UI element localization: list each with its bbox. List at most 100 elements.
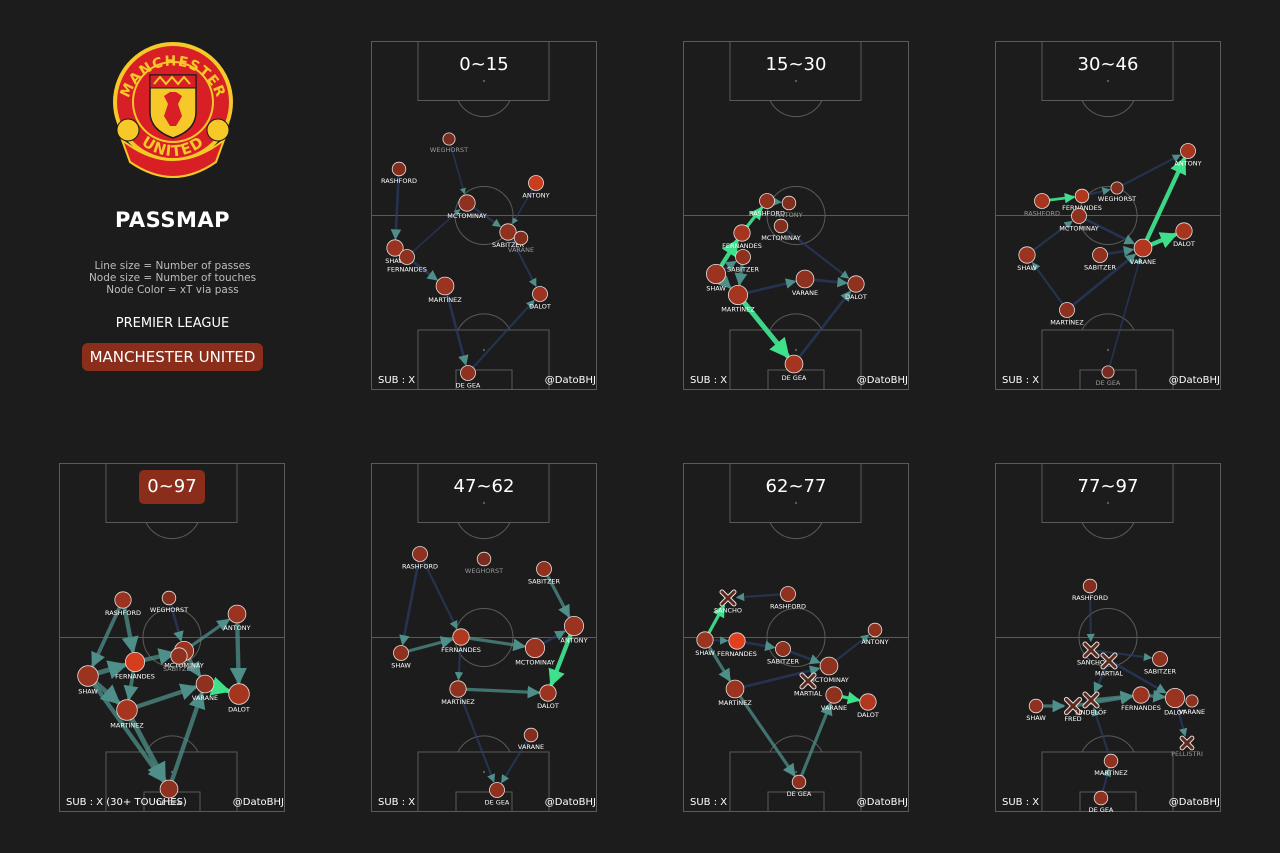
player-node-de-gea bbox=[1101, 365, 1115, 379]
player-node-rashford bbox=[114, 591, 132, 609]
player-node-weghorst bbox=[476, 551, 492, 567]
player-label-shaw: SHAW bbox=[695, 649, 715, 657]
pass-edge-fernandes-to-mctominay bbox=[459, 635, 527, 652]
pitch-markings bbox=[371, 463, 597, 812]
player-node-mctominay bbox=[819, 656, 839, 676]
player-node-antony bbox=[563, 615, 584, 636]
player-node-fernandes bbox=[733, 224, 751, 242]
player-node-shaw bbox=[1028, 698, 1044, 714]
player-label-sancho: SANCHO bbox=[1077, 659, 1105, 667]
sub-note: SUB : X bbox=[378, 375, 415, 386]
player-node-mctominay bbox=[524, 637, 545, 658]
player-label-sabitzer: SABITZER bbox=[727, 266, 760, 274]
player-label-shaw: SHAW bbox=[1017, 264, 1037, 272]
pitch-0-97: 0~97 RASHFORD WEGHORST ANTONY MCTOMINAYSABIT… bbox=[59, 463, 285, 812]
player-label-antony: ANTONY bbox=[861, 638, 888, 646]
page-title: PASSMAP bbox=[114, 208, 231, 232]
pass-edge-martinez-to-mctominay bbox=[733, 665, 821, 691]
player-node-martinez bbox=[728, 284, 749, 305]
pass-edge-martinez-to-de-gea bbox=[443, 284, 469, 366]
player-node-varane bbox=[195, 674, 215, 694]
pass-edge-martinez-to-de-gea bbox=[456, 687, 496, 783]
player-label-martinez: MARTÍNEZ bbox=[1050, 318, 1084, 327]
player-node-fernandes bbox=[1132, 686, 1150, 704]
manchester-united-crest-logo: MANCHESTER UNITED bbox=[112, 42, 233, 178]
player-label-de-gea: DE GEA bbox=[157, 799, 182, 807]
player-node-shaw bbox=[77, 665, 99, 687]
player-node-fernandes bbox=[1074, 188, 1090, 204]
player-label-dalot: DALOT bbox=[537, 702, 559, 710]
player-label-antony: ANTONY bbox=[223, 624, 250, 632]
player-label-martinez: MARTÍNEZ bbox=[721, 305, 755, 314]
pass-edge-martinez-to-de-gea bbox=[733, 687, 796, 777]
player-label-antony: ANTONY bbox=[1174, 160, 1201, 168]
player-label-rashford: RASHFORD bbox=[749, 210, 785, 218]
player-node-fernandes bbox=[125, 651, 146, 672]
player-label-fernandes: FERNANDES bbox=[441, 646, 481, 654]
player-node-antony bbox=[781, 195, 797, 211]
player-label-rashford: RASHFORD bbox=[402, 563, 438, 571]
player-label-mctominay: MCTOMINAY bbox=[1059, 225, 1099, 233]
player-node-fernandes bbox=[452, 628, 470, 646]
pass-edge-martinez-to-varane bbox=[124, 683, 198, 713]
player-label-de-gea: DE GEA bbox=[1089, 806, 1114, 814]
pass-edge-lindelof-to-fernandes bbox=[1089, 690, 1134, 704]
player-label-dalot: DALOT bbox=[228, 705, 250, 713]
pass-edge-de-gea-to-dalot bbox=[792, 290, 852, 366]
player-node-martial-sub bbox=[1100, 652, 1118, 670]
player-label-varane: VARANE bbox=[1130, 258, 1156, 266]
legend: Line size = Number of passes Node size =… bbox=[60, 260, 285, 296]
player-label-weghorst: WEGHORST bbox=[430, 146, 468, 154]
player-node-antony bbox=[227, 604, 247, 624]
player-label-fernandes: FERNANDES bbox=[387, 266, 427, 274]
sub-note: SUB : X bbox=[1002, 797, 1039, 808]
pass-edge-mctominay-to-dalot bbox=[779, 224, 850, 279]
player-nodes: WEGHORST RASHFORD ANTONY MCTOMINAY SABITZERV… bbox=[381, 132, 551, 390]
player-label-varane: VARANE bbox=[192, 694, 218, 702]
player-node-shaw bbox=[1018, 246, 1036, 264]
pitch-77-97: 77~97 RASHFORD SANCHO MARTIAL SABITZER SHAW FR… bbox=[995, 463, 1221, 814]
player-node-antony bbox=[1180, 143, 1196, 159]
player-node-dalot bbox=[859, 693, 877, 711]
player-label-shaw: SHAW bbox=[385, 257, 405, 265]
player-node-sabitzer bbox=[735, 249, 751, 265]
player-node-dalot bbox=[1164, 687, 1185, 708]
period-label: 30~46 bbox=[1078, 54, 1139, 75]
player-nodes: RASHFORD WEGHORST SABITZER ANTONY FERNANDES M… bbox=[391, 546, 588, 807]
player-label-fernandes: FERNANDES bbox=[722, 242, 762, 250]
pass-edge-mctominay-to-varane bbox=[1077, 214, 1136, 245]
player-label-sabitzer: SABITZER bbox=[163, 665, 196, 673]
pass-edge-varane-to-de-gea bbox=[500, 733, 533, 784]
player-label-varane: VARANE bbox=[508, 246, 534, 254]
pass-edge-rashford-to-sancho bbox=[1086, 584, 1095, 643]
player-node-sabitzer bbox=[536, 561, 552, 577]
player-node-weghorst bbox=[442, 132, 456, 146]
player-node-weghorst bbox=[161, 590, 177, 606]
author-credit: @DatoBHJ bbox=[1169, 375, 1220, 386]
period-label: 77~97 bbox=[1078, 476, 1139, 497]
pass-edge-martinez-to-shaw bbox=[1031, 261, 1069, 312]
pass-edges bbox=[390, 138, 537, 375]
legend-line-size: Line size = Number of passes bbox=[94, 260, 251, 272]
player-label-shaw: SHAW bbox=[1026, 714, 1046, 722]
player-label-rashford: RASHFORD bbox=[381, 177, 417, 185]
player-label-varane: VARANE bbox=[792, 289, 818, 297]
pass-edge-martinez-to-de-gea bbox=[735, 292, 790, 359]
player-label-mctominay: MCTOMINAY bbox=[164, 662, 204, 670]
player-label-mctominay: MCTOMINAY bbox=[515, 659, 555, 667]
team-badge: MANCHESTER UNITED bbox=[81, 343, 264, 371]
player-node-de-gea bbox=[1093, 790, 1109, 806]
author-credit: @DatoBHJ bbox=[1169, 797, 1220, 808]
pitch-47-62: 47~62 RASHFORD WEGHORST SABITZER ANTONY FERNA… bbox=[371, 463, 597, 812]
player-label-martial: MARTIAL bbox=[794, 690, 822, 698]
author-credit: @DatoBHJ bbox=[545, 375, 596, 386]
player-node-martial-sub bbox=[799, 672, 817, 690]
info-panel: MANCHESTER UNITED PASSMAP Line size = Nu… bbox=[60, 30, 285, 371]
player-label-pellistri: PELLISTRI bbox=[1171, 750, 1203, 758]
player-label-martinez: MARTÍNEZ bbox=[718, 698, 752, 707]
author-credit: @DatoBHJ bbox=[857, 797, 908, 808]
sub-note: SUB : X bbox=[378, 797, 415, 808]
